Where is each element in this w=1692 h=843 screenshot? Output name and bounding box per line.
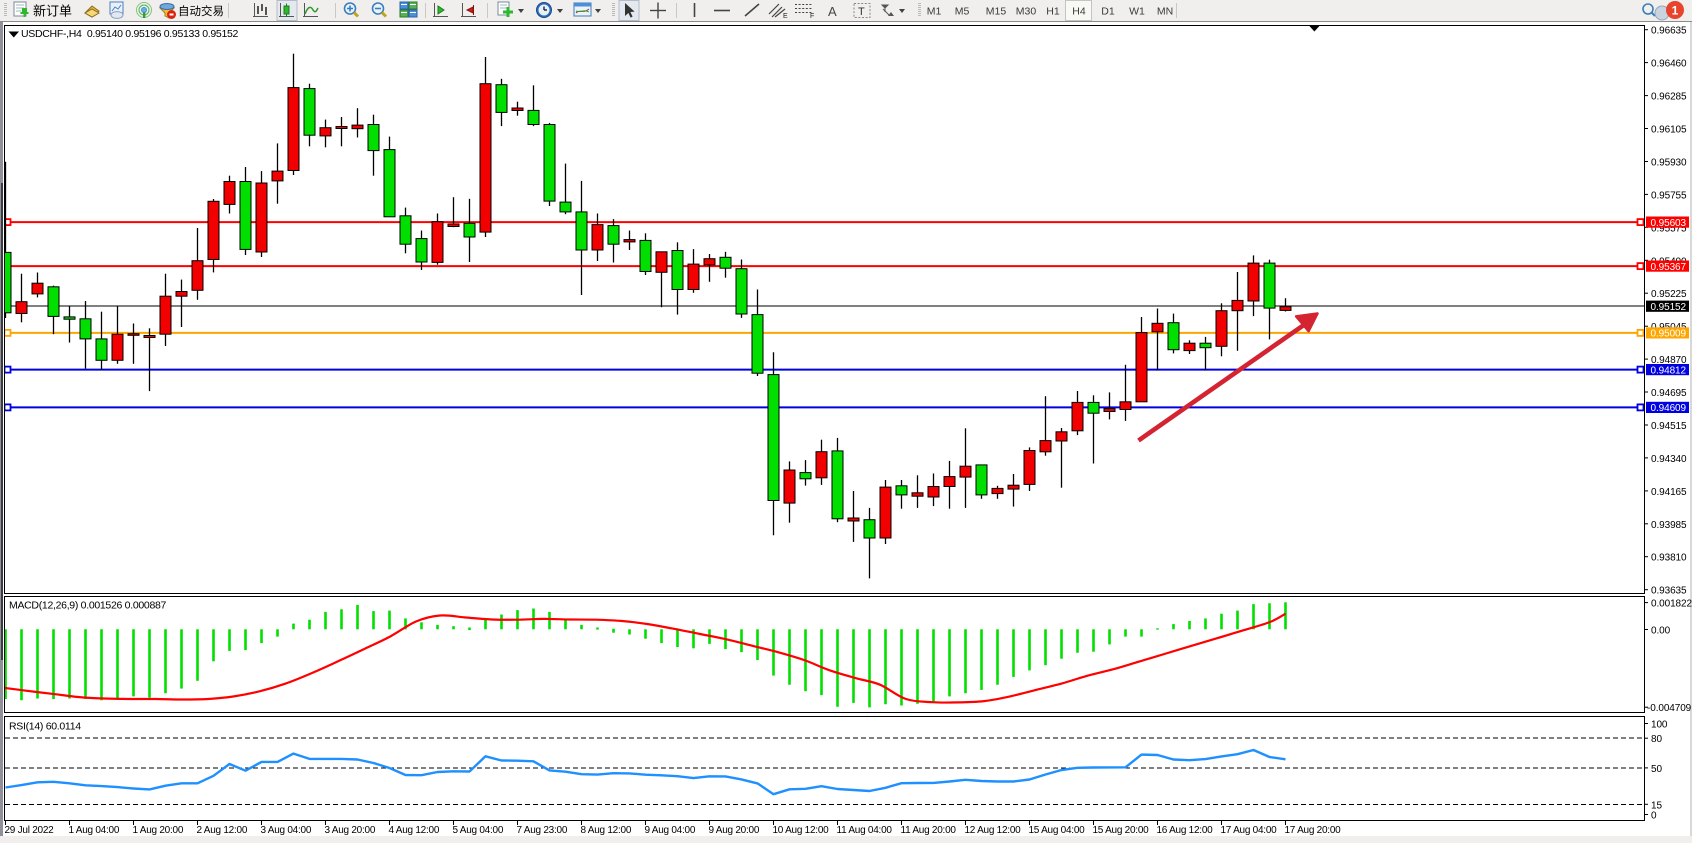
svg-text:0.93985: 0.93985 xyxy=(1651,520,1687,531)
svg-text:E: E xyxy=(783,13,788,20)
svg-text:0.93810: 0.93810 xyxy=(1651,553,1687,564)
svg-text:0.001822: 0.001822 xyxy=(1651,599,1692,610)
svg-text:3 Aug 04:00: 3 Aug 04:00 xyxy=(261,825,312,836)
svg-text:自动交易: 自动交易 xyxy=(178,4,224,18)
svg-text:17 Aug 04:00: 17 Aug 04:00 xyxy=(1221,825,1278,836)
svg-text:0.95575: 0.95575 xyxy=(1651,223,1687,234)
svg-text:0.95152: 0.95152 xyxy=(1651,302,1687,313)
svg-text:50: 50 xyxy=(1651,764,1662,775)
svg-text:1: 1 xyxy=(1672,4,1679,18)
svg-text:15 Aug 04:00: 15 Aug 04:00 xyxy=(1029,825,1086,836)
svg-text:1 Aug 20:00: 1 Aug 20:00 xyxy=(133,825,184,836)
svg-text:0.94165: 0.94165 xyxy=(1651,487,1687,498)
svg-text:0.95367: 0.95367 xyxy=(1651,262,1687,273)
svg-text:17 Aug 20:00: 17 Aug 20:00 xyxy=(1285,825,1342,836)
svg-text:0.95755: 0.95755 xyxy=(1651,190,1687,201)
svg-text:0.93635: 0.93635 xyxy=(1651,586,1687,597)
svg-text:0.96285: 0.96285 xyxy=(1651,92,1687,103)
svg-text:RSI(14) 60.0114: RSI(14) 60.0114 xyxy=(9,721,81,733)
svg-text:MACD(12,26,9) 0.001526 0.00088: MACD(12,26,9) 0.001526 0.000887 xyxy=(9,600,167,612)
svg-text:USDCHF-,H4 0.95140 0.95196 0.: USDCHF-,H4 0.95140 0.95196 0.95133 0.951… xyxy=(21,28,239,40)
svg-text:0.94812: 0.94812 xyxy=(1651,365,1687,376)
svg-text:2 Aug 12:00: 2 Aug 12:00 xyxy=(197,825,248,836)
svg-text:0.95225: 0.95225 xyxy=(1651,289,1687,300)
svg-text:8 Aug 12:00: 8 Aug 12:00 xyxy=(581,825,632,836)
svg-text:W1: W1 xyxy=(1129,6,1145,18)
svg-text:0.94870: 0.94870 xyxy=(1651,355,1687,366)
svg-text:0.95009: 0.95009 xyxy=(1651,329,1687,340)
svg-text:80: 80 xyxy=(1651,734,1662,745)
svg-text:M15: M15 xyxy=(986,6,1007,18)
svg-text:T: T xyxy=(858,6,865,18)
svg-text:10 Aug 12:00: 10 Aug 12:00 xyxy=(773,825,830,836)
svg-text:0.96635: 0.96635 xyxy=(1651,26,1687,37)
svg-text:5 Aug 04:00: 5 Aug 04:00 xyxy=(453,825,504,836)
svg-text:0.95603: 0.95603 xyxy=(1651,218,1687,229)
svg-text:-0.004709: -0.004709 xyxy=(1647,703,1692,714)
svg-text:12 Aug 12:00: 12 Aug 12:00 xyxy=(965,825,1022,836)
svg-text:15 Aug 20:00: 15 Aug 20:00 xyxy=(1093,825,1150,836)
svg-text:15: 15 xyxy=(1651,800,1662,811)
svg-text:7 Aug 23:00: 7 Aug 23:00 xyxy=(517,825,568,836)
svg-text:0: 0 xyxy=(1651,811,1657,822)
svg-text:29 Jul 2022: 29 Jul 2022 xyxy=(5,825,55,836)
svg-text:0.94695: 0.94695 xyxy=(1651,388,1687,399)
svg-text:100: 100 xyxy=(1651,720,1668,731)
svg-text:16 Aug 12:00: 16 Aug 12:00 xyxy=(1157,825,1214,836)
svg-text:9 Aug 04:00: 9 Aug 04:00 xyxy=(645,825,696,836)
svg-text:1 Aug 04:00: 1 Aug 04:00 xyxy=(69,825,120,836)
svg-text:M1: M1 xyxy=(927,6,942,18)
svg-text:新订单: 新订单 xyxy=(33,4,72,19)
svg-text:H1: H1 xyxy=(1046,6,1060,18)
svg-text:H4: H4 xyxy=(1072,6,1086,18)
svg-text:MN: MN xyxy=(1157,6,1173,18)
svg-text:9 Aug 20:00: 9 Aug 20:00 xyxy=(709,825,760,836)
svg-text:3 Aug 20:00: 3 Aug 20:00 xyxy=(325,825,376,836)
svg-text:0.94609: 0.94609 xyxy=(1651,403,1687,414)
svg-text:0.96105: 0.96105 xyxy=(1651,125,1687,136)
svg-text:0.94340: 0.94340 xyxy=(1651,454,1687,465)
svg-text:11 Aug 20:00: 11 Aug 20:00 xyxy=(901,825,957,836)
svg-text:4 Aug 12:00: 4 Aug 12:00 xyxy=(389,825,440,836)
svg-text:M5: M5 xyxy=(955,6,970,18)
svg-text:M30: M30 xyxy=(1016,6,1037,18)
svg-text:0.96460: 0.96460 xyxy=(1651,59,1687,70)
svg-text:A: A xyxy=(828,4,837,19)
svg-text:0.95930: 0.95930 xyxy=(1651,158,1687,169)
svg-text:0.00: 0.00 xyxy=(1651,626,1671,637)
svg-text:0.94515: 0.94515 xyxy=(1651,421,1687,432)
svg-text:F: F xyxy=(810,13,814,20)
svg-text:11 Aug 04:00: 11 Aug 04:00 xyxy=(837,825,893,836)
svg-text:D1: D1 xyxy=(1101,6,1115,18)
